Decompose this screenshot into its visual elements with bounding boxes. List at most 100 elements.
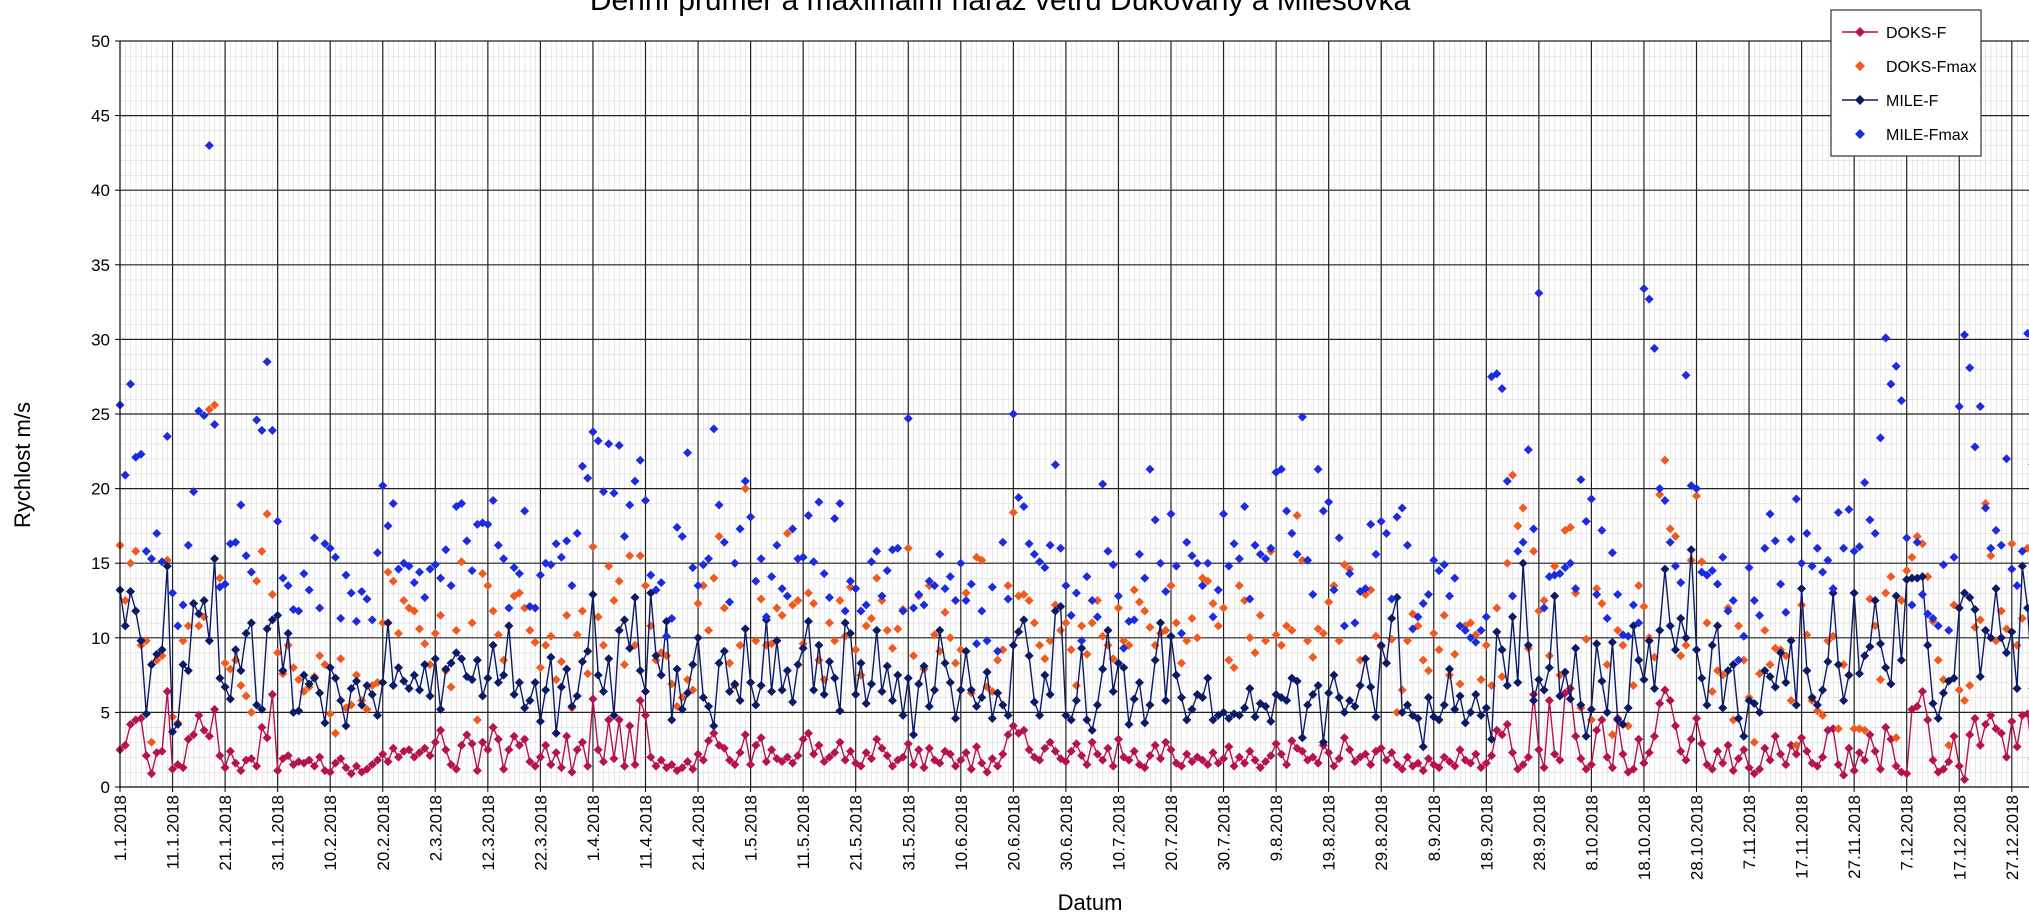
data-point — [1166, 745, 1176, 755]
data-point — [231, 537, 241, 547]
data-point — [1434, 566, 1444, 576]
data-point — [1334, 636, 1344, 646]
data-point — [304, 585, 314, 595]
data-point — [1576, 700, 1586, 710]
data-point — [120, 740, 130, 750]
data-point — [1839, 660, 1849, 670]
data-point — [1077, 751, 1087, 761]
data-point — [982, 767, 992, 777]
data-point — [1056, 543, 1066, 553]
data-point — [924, 743, 934, 753]
data-point — [641, 710, 650, 720]
data-point — [751, 636, 761, 646]
data-point — [798, 643, 808, 653]
data-point — [1986, 543, 1996, 553]
data-point — [446, 682, 456, 692]
data-point — [1886, 379, 1896, 389]
data-point — [693, 598, 703, 608]
data-point — [1240, 703, 1250, 713]
data-point — [525, 757, 535, 767]
data-point — [215, 673, 225, 683]
data-point — [136, 713, 146, 723]
data-point — [1907, 573, 1917, 583]
data-point — [1024, 539, 1034, 549]
data-point — [930, 685, 940, 695]
data-point — [183, 621, 193, 631]
data-point — [819, 569, 829, 579]
data-point — [1008, 507, 1018, 517]
data-point — [141, 636, 151, 646]
data-point — [987, 582, 997, 592]
x-tick-label: 11.5.2018 — [794, 795, 813, 869]
data-point — [1702, 700, 1712, 710]
data-point — [830, 748, 840, 758]
data-point — [819, 689, 829, 699]
data-point — [1161, 695, 1171, 705]
data-point — [1912, 531, 1922, 541]
data-point — [1502, 558, 1512, 568]
data-point — [835, 737, 845, 747]
grid — [119, 40, 2029, 788]
data-point — [472, 766, 482, 776]
data-point — [1098, 479, 1108, 489]
data-point — [1324, 497, 1334, 507]
data-point — [851, 689, 861, 699]
data-point — [598, 487, 608, 497]
data-point — [483, 673, 493, 683]
data-point — [1371, 549, 1381, 559]
data-point — [945, 572, 955, 582]
data-point — [903, 739, 913, 749]
data-point — [257, 425, 267, 435]
data-point — [625, 500, 635, 510]
y-tick-label: 35 — [91, 256, 110, 275]
x-tick-label: 28.10.2018 — [1688, 795, 1707, 880]
data-point — [436, 725, 446, 735]
y-tick-label: 40 — [91, 181, 110, 200]
data-point — [1607, 548, 1617, 558]
data-point — [1518, 558, 1528, 568]
data-point — [267, 590, 277, 600]
data-point — [1402, 636, 1412, 646]
data-point — [493, 734, 503, 744]
data-point — [1455, 691, 1465, 701]
data-point — [1607, 763, 1617, 773]
data-point — [409, 578, 419, 588]
data-point — [1124, 719, 1134, 729]
data-point — [1145, 622, 1155, 632]
data-point — [267, 689, 277, 699]
data-point — [1492, 369, 1502, 379]
data-point — [1466, 758, 1476, 768]
data-point — [872, 625, 882, 635]
data-point — [2012, 742, 2022, 752]
data-point — [793, 751, 803, 761]
data-point — [961, 588, 971, 598]
data-point — [362, 594, 372, 604]
data-point — [488, 606, 498, 616]
data-point — [1092, 700, 1102, 710]
data-point — [1198, 692, 1208, 702]
data-point — [273, 610, 283, 620]
data-point — [1140, 718, 1150, 728]
data-point — [751, 740, 761, 750]
data-point — [1313, 464, 1323, 474]
data-point — [462, 536, 472, 546]
data-point — [1917, 687, 1927, 697]
data-point — [919, 661, 929, 671]
data-point — [1534, 675, 1544, 685]
data-point — [1308, 689, 1318, 699]
data-point — [803, 510, 813, 520]
data-point — [1965, 593, 1975, 603]
data-point — [1739, 655, 1749, 665]
data-point — [872, 546, 882, 556]
data-point — [1886, 572, 1896, 582]
data-point — [1896, 655, 1906, 665]
data-point — [147, 769, 157, 779]
data-point — [509, 563, 519, 573]
data-point — [136, 636, 146, 646]
data-point — [909, 651, 919, 661]
data-point — [1544, 663, 1554, 673]
data-point — [1891, 761, 1901, 771]
data-point — [1765, 660, 1775, 670]
data-point — [619, 531, 629, 541]
data-point — [1198, 581, 1208, 591]
